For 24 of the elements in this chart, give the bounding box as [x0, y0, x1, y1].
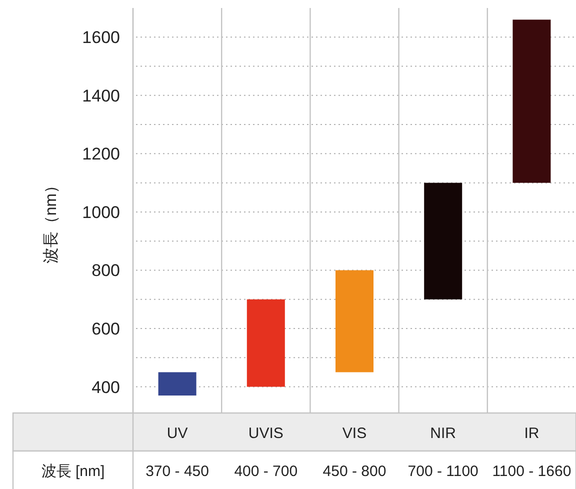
bar: [246, 299, 285, 387]
bar: [336, 270, 374, 372]
y-tick-label: 1200: [82, 144, 120, 164]
text: 450 - 800: [322, 463, 386, 480]
y-tick-label: 600: [92, 320, 120, 339]
x-tick-label: VIS: [342, 425, 367, 442]
text: 1100 - 1660: [492, 463, 572, 480]
text: 370 - 450: [146, 463, 209, 480]
y-tick-label: 800: [92, 261, 120, 280]
x-tick-label: NIR: [430, 425, 456, 442]
text: 700 - 1100: [408, 463, 478, 480]
x-tick-label: IR: [524, 425, 540, 442]
y-tick-label: 1600: [82, 28, 120, 48]
y-tick-label: 400: [92, 378, 120, 397]
y-tick-label: 1400: [82, 86, 120, 106]
text: 400 - 700: [234, 463, 298, 480]
x-tick-label: UVIS: [248, 425, 284, 442]
bar: [512, 20, 551, 183]
bar: [424, 182, 462, 300]
x-tick-label: UV: [166, 425, 188, 442]
y-tick-label: 1000: [82, 202, 120, 222]
bar: [158, 372, 196, 396]
y-axis-title: 波長（nm）: [42, 177, 60, 264]
text: 波長 [nm]: [41, 463, 105, 480]
